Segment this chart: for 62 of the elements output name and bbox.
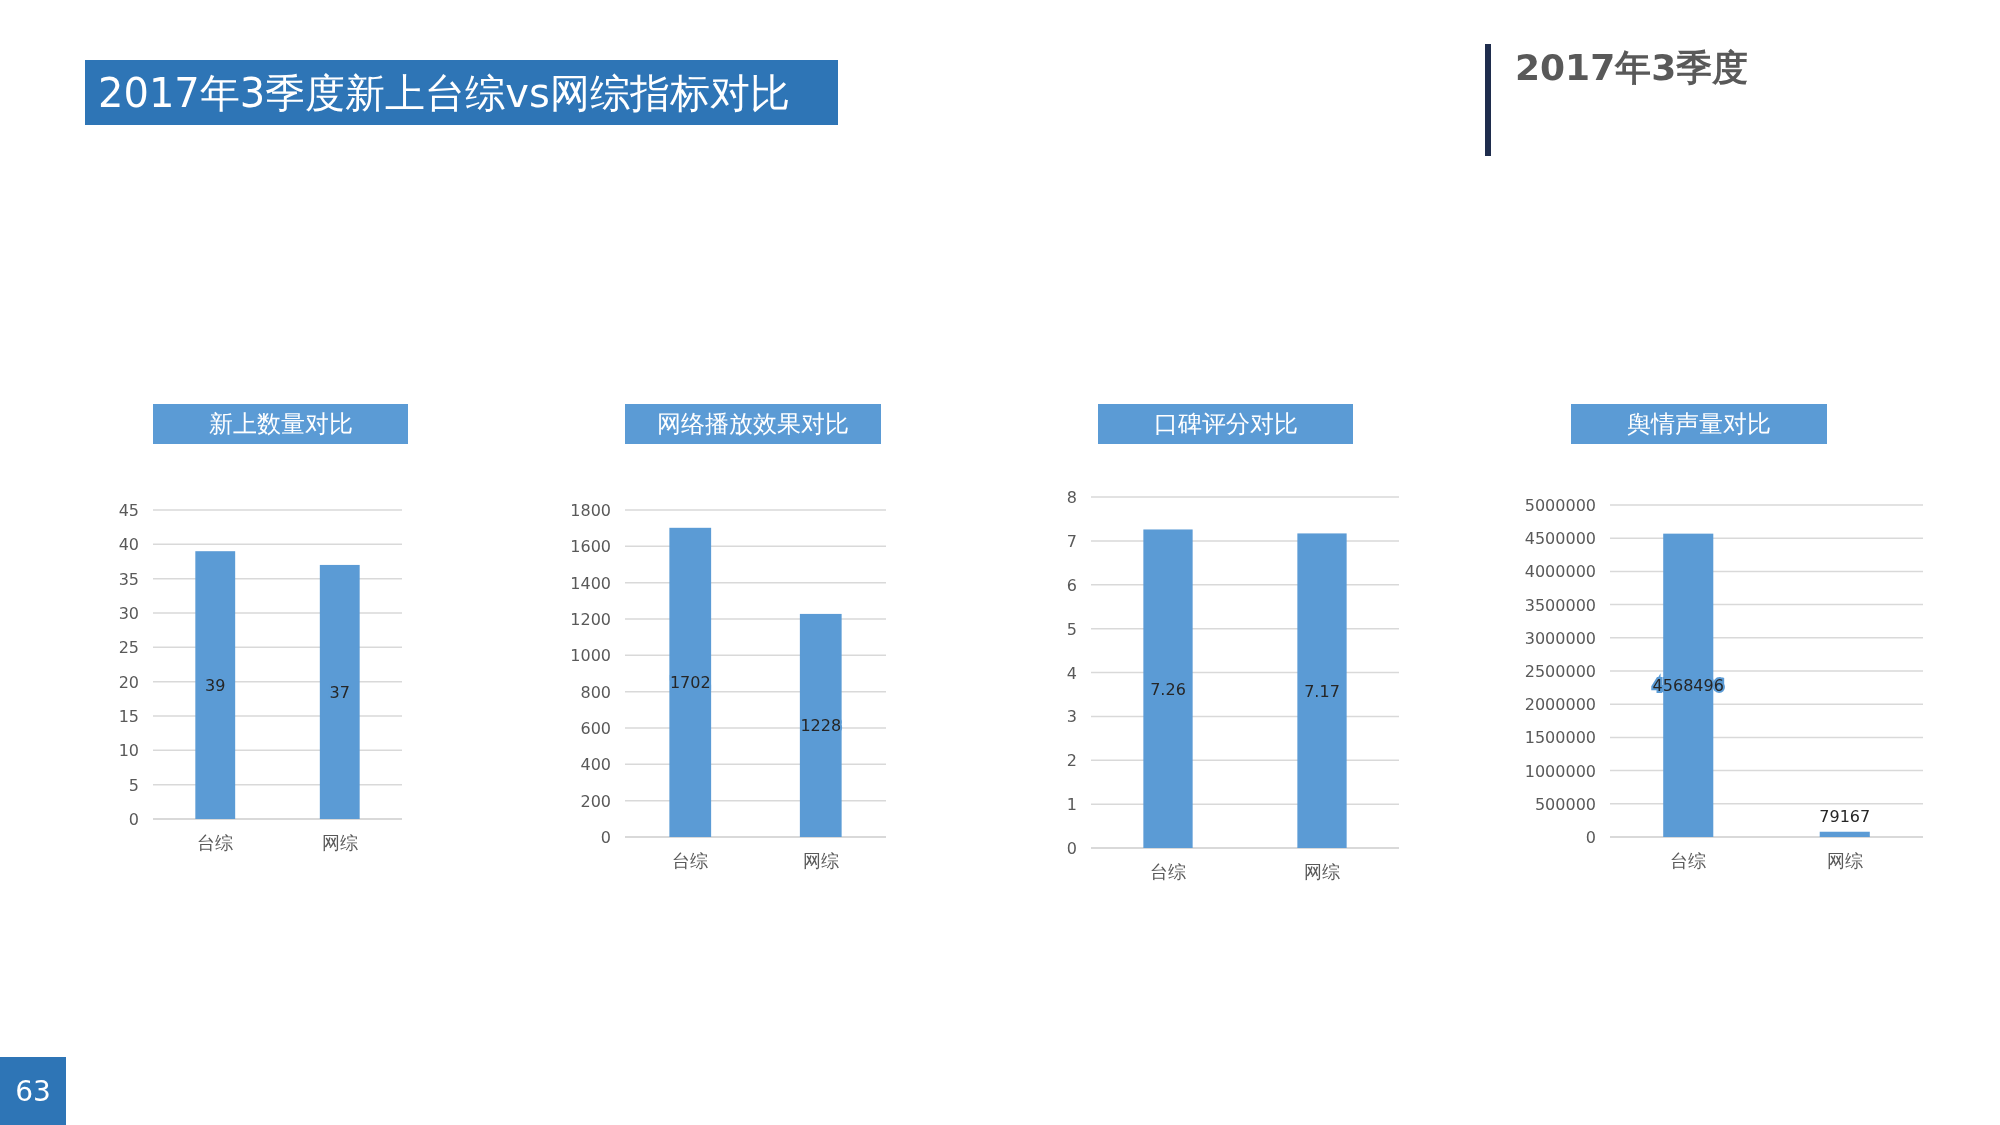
y-tick-label: 30 (118, 604, 139, 623)
y-tick-label: 5000000 (1524, 496, 1596, 515)
y-tick-label: 35 (118, 569, 139, 589)
y-tick-label: 0 (1066, 839, 1077, 858)
data-label: 7.26 (1150, 679, 1186, 699)
y-tick-label: 3000000 (1524, 628, 1596, 648)
y-tick-label: 2 (1066, 751, 1077, 771)
y-tick-label: 1400 (570, 573, 611, 593)
x-tick-label: 台综 (672, 850, 709, 871)
y-tick-label: 3 (1066, 707, 1077, 727)
y-tick-label: 3500000 (1524, 595, 1596, 615)
y-tick-label: 0 (1585, 828, 1596, 847)
y-tick-label: 45 (118, 501, 139, 520)
y-tick-label: 1600 (570, 537, 611, 557)
y-tick-label: 1000 (570, 646, 611, 666)
x-tick-label: 网综 (321, 832, 358, 853)
text: 63 (15, 1075, 51, 1108)
x-tick-label: 网综 (1826, 850, 1863, 871)
chart-title: 舆情声量对比 (1627, 410, 1771, 438)
text: 2017年3季度新上台综vs网综指标对比 (98, 70, 790, 116)
chart-title: 口碑评分对比 (1153, 410, 1298, 438)
y-tick-label: 1 (1066, 795, 1077, 815)
y-tick-label: 2000000 (1524, 695, 1596, 715)
y-tick-label: 20 (118, 672, 139, 692)
x-tick-label: 台综 (1670, 850, 1707, 871)
data-label: 79167 (1819, 806, 1871, 826)
chart-title: 新上数量对比 (208, 410, 353, 438)
y-tick-label: 200 (580, 791, 611, 811)
data-label: 39 (205, 676, 226, 696)
x-tick-label: 台综 (1150, 861, 1186, 882)
data-label: 1702 (669, 673, 711, 693)
data-label: 37 (329, 682, 350, 702)
y-tick-label: 1000000 (1524, 761, 1596, 781)
y-tick-label: 5 (128, 775, 139, 795)
x-tick-label: 台综 (197, 832, 234, 853)
y-tick-label: 5 (1066, 619, 1077, 639)
y-tick-label: 4 (1066, 663, 1077, 683)
data-label: 1228 (800, 716, 842, 736)
y-tick-label: 1800 (570, 501, 611, 520)
text: 2017年3季度 (1515, 47, 1749, 88)
y-tick-label: 6 (1066, 575, 1077, 595)
y-tick-label: 40 (118, 535, 139, 555)
y-tick-label: 7 (1066, 531, 1077, 551)
y-tick-label: 0 (600, 828, 611, 847)
y-tick-label: 2500000 (1524, 662, 1596, 681)
y-tick-label: 600 (580, 719, 611, 738)
y-tick-label: 1500000 (1524, 728, 1596, 748)
y-tick-label: 4000000 (1524, 562, 1596, 582)
y-tick-label: 10 (118, 741, 139, 761)
y-tick-label: 0 (128, 810, 139, 829)
y-tick-label: 15 (118, 707, 139, 726)
y-tick-label: 500000 (1534, 794, 1596, 814)
y-tick-label: 1200 (570, 610, 611, 629)
x-tick-label: 网综 (1304, 861, 1340, 882)
y-tick-label: 8 (1066, 488, 1077, 507)
chart-title: 网络播放效果对比 (657, 410, 849, 438)
x-tick-label: 网综 (802, 850, 839, 871)
data-label: 7.17 (1304, 681, 1340, 701)
y-tick-label: 25 (118, 638, 139, 658)
y-tick-label: 4500000 (1524, 529, 1596, 549)
y-tick-label: 800 (580, 682, 611, 702)
y-tick-label: 400 (580, 755, 611, 775)
